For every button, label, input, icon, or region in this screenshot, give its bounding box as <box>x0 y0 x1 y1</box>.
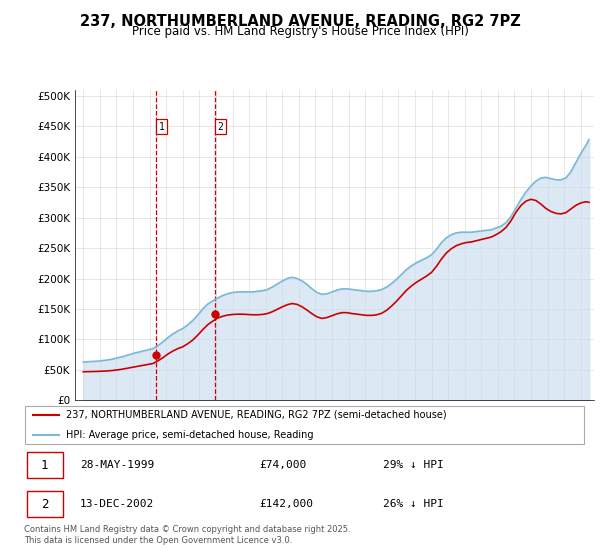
FancyBboxPatch shape <box>25 405 584 445</box>
FancyBboxPatch shape <box>27 452 63 478</box>
Text: 2: 2 <box>218 122 223 132</box>
Text: Price paid vs. HM Land Registry's House Price Index (HPI): Price paid vs. HM Land Registry's House … <box>131 25 469 38</box>
Text: £74,000: £74,000 <box>260 460 307 470</box>
FancyBboxPatch shape <box>27 491 63 517</box>
Text: 237, NORTHUMBERLAND AVENUE, READING, RG2 7PZ (semi-detached house): 237, NORTHUMBERLAND AVENUE, READING, RG2… <box>66 410 446 420</box>
Text: 13-DEC-2002: 13-DEC-2002 <box>80 500 154 509</box>
Text: 28-MAY-1999: 28-MAY-1999 <box>80 460 154 470</box>
Text: HPI: Average price, semi-detached house, Reading: HPI: Average price, semi-detached house,… <box>66 430 314 440</box>
Text: 2: 2 <box>41 498 49 511</box>
Text: 1: 1 <box>41 459 49 472</box>
Text: 237, NORTHUMBERLAND AVENUE, READING, RG2 7PZ: 237, NORTHUMBERLAND AVENUE, READING, RG2… <box>80 14 520 29</box>
Text: £142,000: £142,000 <box>260 500 314 509</box>
Text: 29% ↓ HPI: 29% ↓ HPI <box>383 460 444 470</box>
Text: 26% ↓ HPI: 26% ↓ HPI <box>383 500 444 509</box>
Text: Contains HM Land Registry data © Crown copyright and database right 2025.
This d: Contains HM Land Registry data © Crown c… <box>24 525 350 545</box>
Text: 1: 1 <box>159 122 165 132</box>
